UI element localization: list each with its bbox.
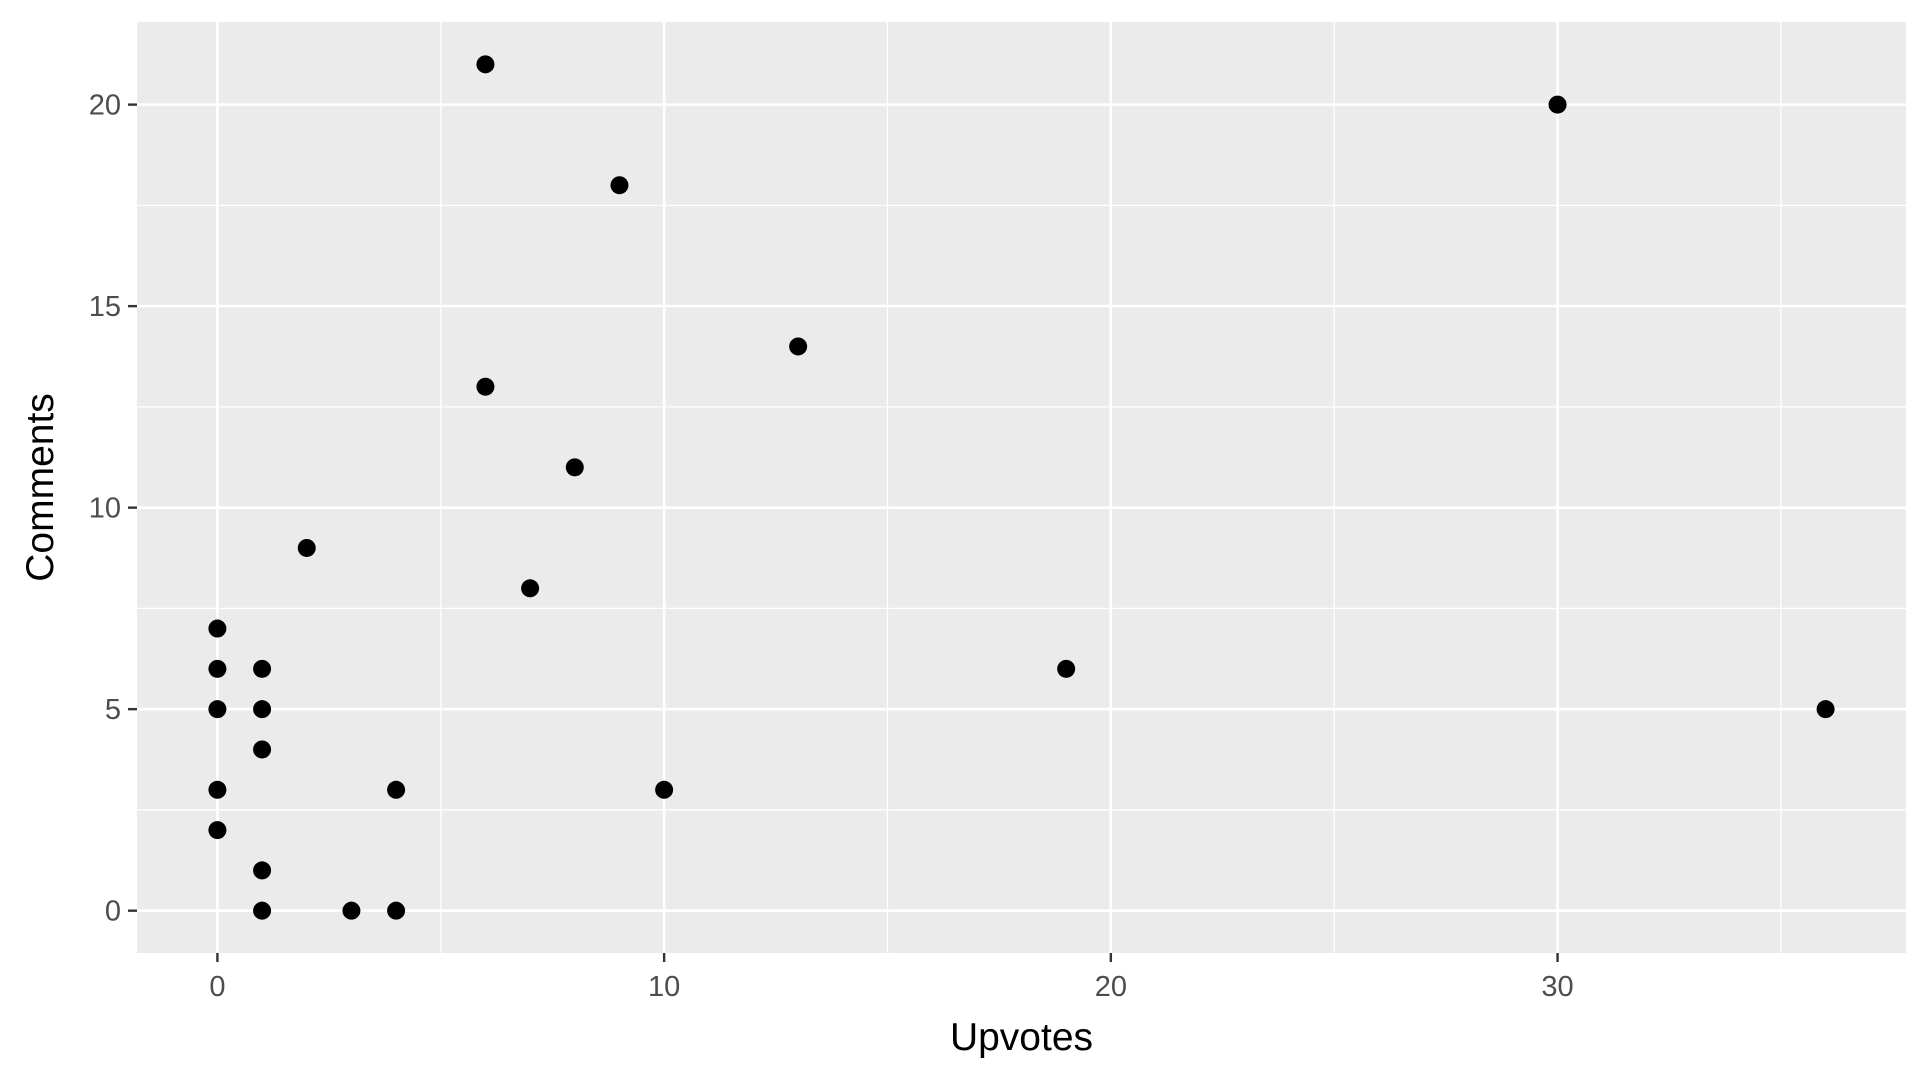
data-point bbox=[655, 780, 674, 799]
plot-panel bbox=[137, 22, 1906, 953]
data-point bbox=[342, 901, 361, 920]
data-point bbox=[476, 377, 495, 396]
y-tick-label: 0 bbox=[105, 896, 121, 928]
data-point bbox=[253, 659, 272, 678]
data-point bbox=[476, 55, 495, 74]
data-point bbox=[208, 780, 227, 799]
data-point bbox=[253, 861, 272, 880]
y-tick-label: 10 bbox=[89, 493, 121, 525]
y-tick-label: 15 bbox=[89, 291, 121, 323]
data-point bbox=[1057, 659, 1076, 678]
x-axis: 0 10 20 30 bbox=[209, 953, 1574, 1003]
x-axis-title: Upvotes bbox=[950, 1016, 1093, 1059]
data-point bbox=[1816, 700, 1835, 719]
x-tick-label: 10 bbox=[648, 971, 680, 1003]
y-tick-label: 5 bbox=[105, 694, 121, 726]
y-axis-title: Comments bbox=[19, 393, 62, 582]
x-tick-label: 0 bbox=[209, 971, 225, 1003]
data-point bbox=[521, 579, 540, 598]
data-point bbox=[565, 458, 584, 477]
y-tick-label: 20 bbox=[89, 90, 121, 122]
data-point bbox=[253, 740, 272, 759]
data-point bbox=[789, 337, 808, 356]
data-point bbox=[208, 619, 227, 638]
y-axis: 0 5 10 15 20 bbox=[89, 90, 137, 928]
data-point bbox=[208, 700, 227, 719]
data-points bbox=[208, 55, 1835, 920]
grid-major bbox=[137, 22, 1906, 953]
x-tick-label: 20 bbox=[1095, 971, 1127, 1003]
data-point bbox=[610, 176, 629, 195]
data-point bbox=[297, 538, 316, 557]
data-point bbox=[208, 821, 227, 840]
data-point bbox=[1548, 95, 1567, 114]
data-point bbox=[387, 780, 406, 799]
grid-minor bbox=[137, 22, 1906, 953]
x-tick-label: 30 bbox=[1541, 971, 1573, 1003]
data-point bbox=[208, 659, 227, 678]
data-point bbox=[387, 901, 406, 920]
data-point bbox=[253, 700, 272, 719]
data-point bbox=[253, 901, 272, 920]
